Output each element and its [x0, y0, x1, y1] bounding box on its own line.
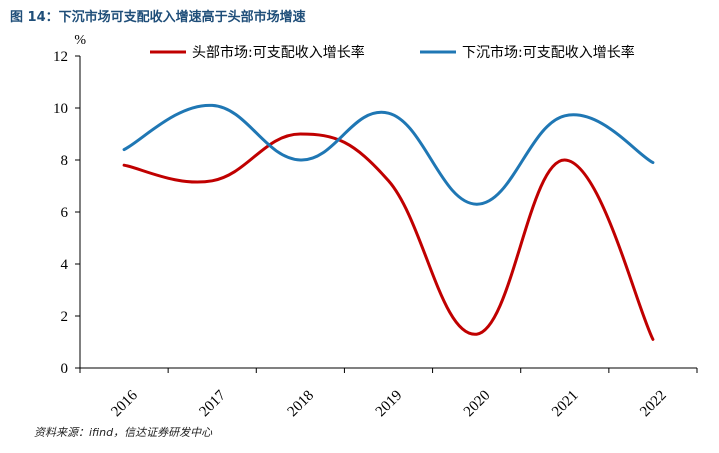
x-tick-label-2021: 2021 — [549, 388, 582, 421]
y-tick-label: 6 — [61, 205, 69, 221]
chart-axes: 0 2 4 6 8 10 12% 2016 2017 2018 2019 2020 2021 2022 — [53, 33, 698, 421]
y-tick-label: 4 — [61, 257, 69, 273]
y-tick-label: 2 — [61, 309, 69, 325]
source-note: 资料来源：ifind，信达证券研发中心 — [34, 426, 213, 439]
y-axis-unit: % — [74, 33, 86, 48]
legend-label-1: 头部市场:可支配收入增长率 — [192, 44, 365, 61]
x-tick-label-2019: 2019 — [373, 388, 406, 421]
x-tick-label-2020: 2020 — [461, 388, 494, 421]
series-layer — [122, 103, 655, 341]
chart-legend: 头部市场:可支配收入增长率 下沉市场:可支配收入增长率 — [150, 44, 635, 61]
figure-title: 图 14：下沉市场可支配收入增速高于头部市场增速 — [10, 10, 306, 25]
y-tick-label: 10 — [53, 101, 68, 117]
x-tick-label-2022: 2022 — [637, 388, 670, 421]
x-tick-label-2018: 2018 — [285, 388, 318, 421]
series-line-2 — [122, 103, 655, 206]
legend-label-2: 下沉市场:可支配收入增长率 — [462, 44, 635, 61]
y-tick-label: 12 — [53, 49, 68, 65]
x-tick-label-2017: 2017 — [197, 387, 230, 420]
x-tick-label-2016: 2016 — [108, 387, 141, 420]
y-tick-label: 0 — [61, 361, 69, 377]
series-line-1 — [122, 132, 655, 341]
y-tick-label: 8 — [61, 153, 69, 169]
